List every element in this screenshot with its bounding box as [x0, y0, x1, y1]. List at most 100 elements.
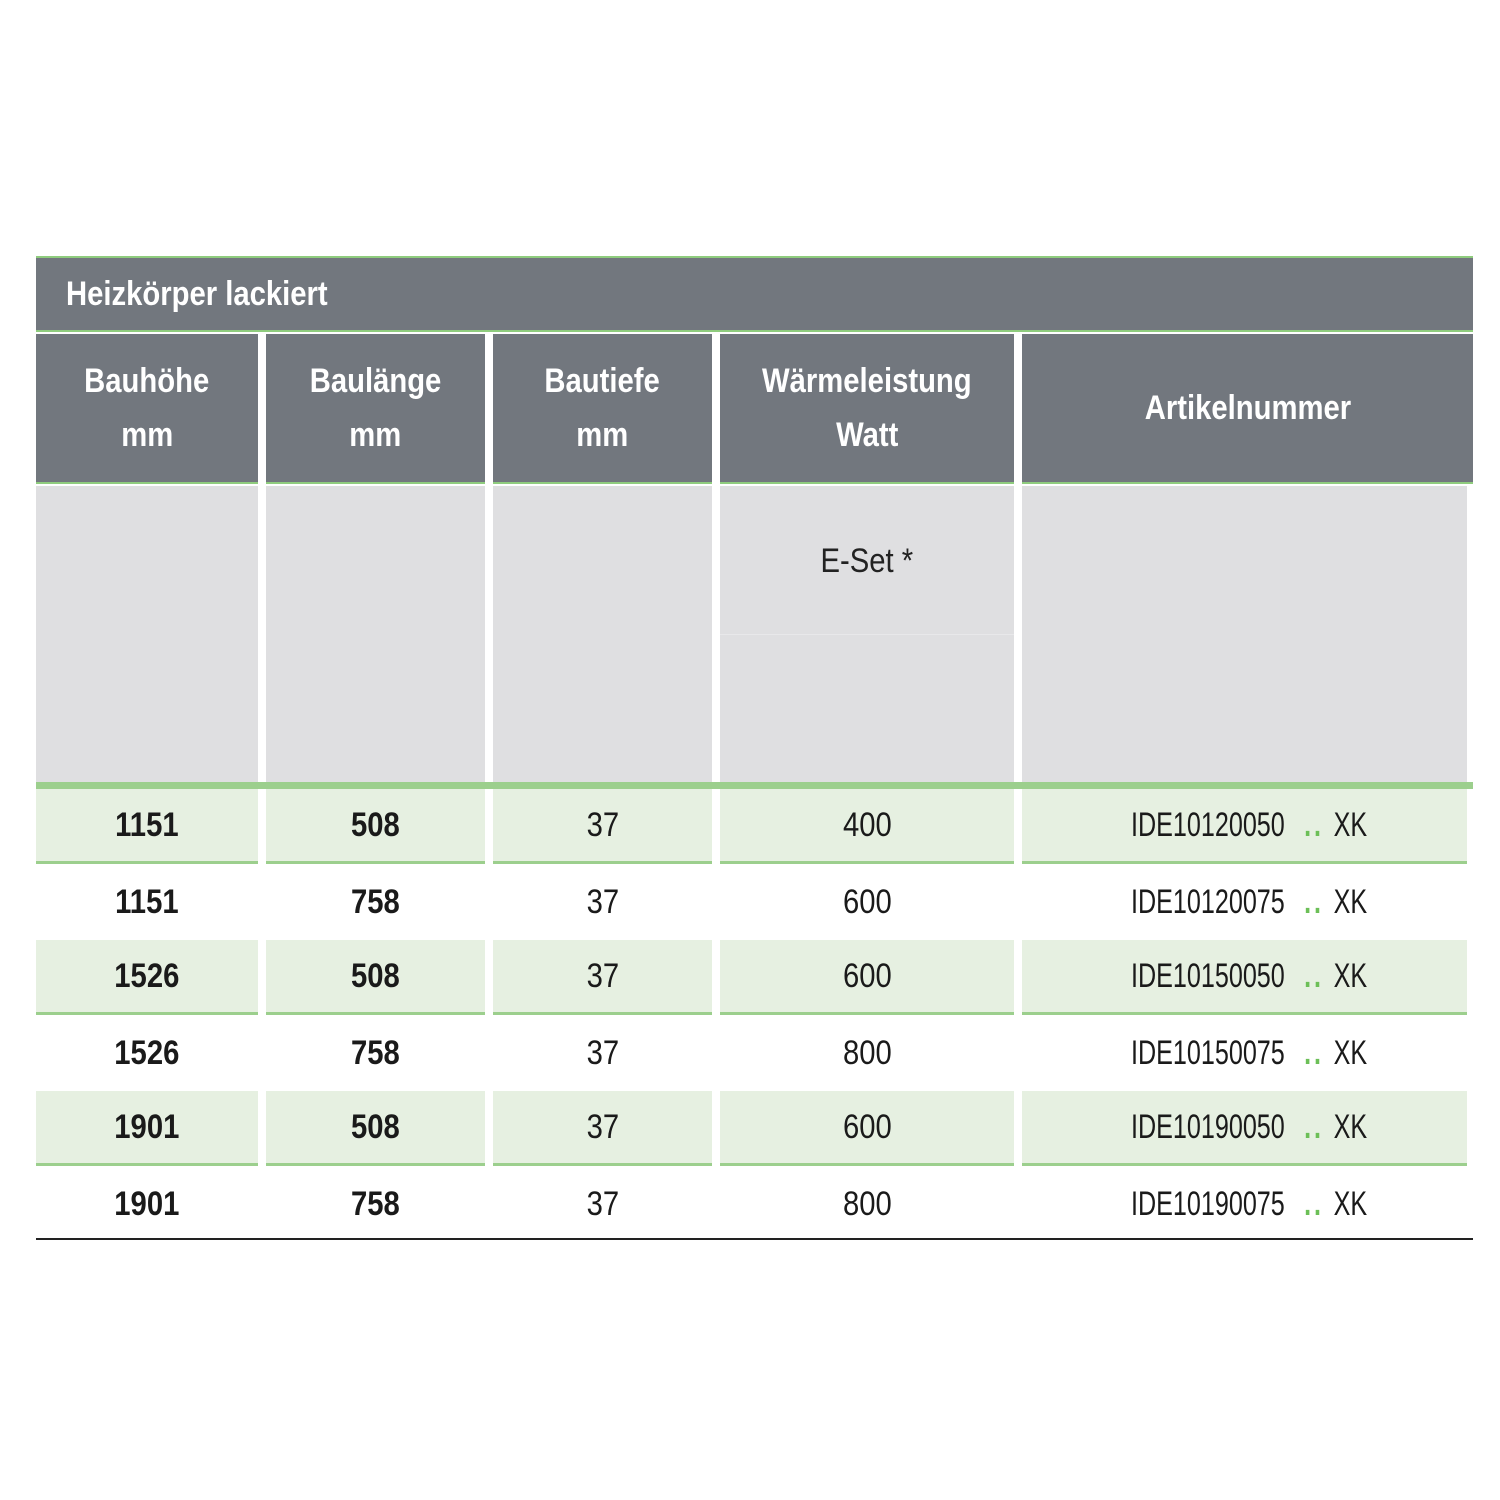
article-base: IDE10150075: [1131, 1033, 1286, 1072]
table-cell-baulaenge: 508: [266, 1091, 485, 1166]
article-base: IDE10150050: [1131, 956, 1286, 995]
table-cell-baulaenge: 508: [266, 940, 485, 1015]
subheader-cell-waermeleistung: E-Set *: [720, 486, 1014, 782]
cell-value: 37: [586, 1184, 619, 1223]
table-cell-bautiefe: 37: [493, 865, 712, 940]
cell-value: 1901: [114, 1184, 180, 1223]
cell-value: 758: [351, 882, 400, 921]
cell-value: 800: [842, 1184, 892, 1223]
cell-value: 508: [351, 956, 400, 995]
table-cell-bauhoehe: 1151: [36, 789, 258, 864]
table-cell-baulaenge: 758: [266, 1167, 485, 1242]
article-placeholder-dots: ..: [1304, 956, 1325, 995]
article-number: IDE10120075.. XK: [1119, 883, 1370, 922]
table-cell-bautiefe: 37: [493, 1167, 712, 1242]
cell-value: 37: [586, 1107, 619, 1146]
table-cell-waermeleistung: 600: [720, 1091, 1014, 1166]
table-cell-bautiefe: 37: [493, 789, 712, 864]
table-cell-waermeleistung: 600: [720, 940, 1014, 1015]
column-header-baulaenge: Baulänge mm: [266, 334, 485, 484]
column-header-bautiefe: Bautiefe mm: [493, 334, 712, 484]
article-placeholder-dots: ..: [1304, 1184, 1325, 1223]
eset-label: E-Set *: [720, 542, 1014, 581]
article-suffix: XK: [1333, 805, 1368, 844]
table-cell-artikelnummer: IDE10190075.. XK: [1022, 1167, 1467, 1242]
table-cell-artikelnummer: IDE10120075.. XK: [1022, 865, 1467, 940]
article-placeholder-dots: ..: [1304, 1107, 1325, 1146]
column-header-artikelnummer: Artikelnummer: [1022, 334, 1473, 484]
table-cell-baulaenge: 508: [266, 789, 485, 864]
column-header-unit: mm: [576, 416, 629, 454]
cell-value: 508: [351, 1107, 400, 1146]
cell-value: 1526: [114, 956, 180, 995]
column-header-label: Wärmeleistung: [762, 362, 972, 400]
table-cell-bautiefe: 37: [493, 1016, 712, 1091]
eset-text: E-Set *: [820, 542, 914, 580]
cell-value: 1151: [115, 805, 179, 844]
cell-value: 508: [351, 805, 400, 844]
table-cell-bauhoehe: 1151: [36, 865, 258, 940]
column-header-label: Bauhöhe: [84, 362, 210, 400]
cell-value: 1526: [114, 1033, 180, 1072]
cell-value: 758: [351, 1033, 400, 1072]
cell-value: 800: [842, 1033, 892, 1072]
table-cell-waermeleistung: 800: [720, 1016, 1014, 1091]
column-header-waermeleistung: Wärmeleistung Watt: [720, 334, 1014, 484]
cell-value: 37: [586, 882, 619, 921]
cell-value: 400: [842, 805, 892, 844]
subheader-divider: [720, 634, 1014, 635]
cell-value: 758: [351, 1184, 400, 1223]
table-bottom-rule: [36, 1238, 1473, 1240]
column-header-bauhoehe: Bauhöhe mm: [36, 334, 258, 484]
table-cell-artikelnummer: IDE10150075.. XK: [1022, 1016, 1467, 1091]
column-header-label: Baulänge: [309, 362, 442, 400]
table-cell-bautiefe: 37: [493, 940, 712, 1015]
article-suffix: XK: [1333, 882, 1368, 921]
cell-value: 37: [586, 1033, 619, 1072]
subheader-cell-baulaenge: [266, 486, 485, 782]
table-cell-waermeleistung: 600: [720, 865, 1014, 940]
article-placeholder-dots: ..: [1304, 1033, 1325, 1072]
cell-value: 600: [842, 956, 892, 995]
table-title-bar: Heizkörper lackiert: [36, 256, 1473, 332]
subheader-cell-artikelnummer: [1022, 486, 1467, 782]
cell-value: 600: [842, 882, 892, 921]
article-base: IDE10120075: [1131, 882, 1286, 921]
article-base: IDE10190050: [1131, 1107, 1286, 1146]
cell-value: 600: [842, 1107, 892, 1146]
article-placeholder-dots: ..: [1304, 882, 1325, 921]
cell-value: 37: [586, 956, 619, 995]
header-divider: [36, 782, 1473, 789]
column-header-label: Bautiefe: [544, 362, 661, 400]
article-number: IDE10150050.. XK: [1119, 957, 1370, 996]
article-placeholder-dots: ..: [1304, 805, 1325, 844]
table-cell-bauhoehe: 1901: [36, 1167, 258, 1242]
table-cell-bauhoehe: 1526: [36, 1016, 258, 1091]
article-number: IDE10190075.. XK: [1119, 1185, 1370, 1224]
table-cell-bauhoehe: 1901: [36, 1091, 258, 1166]
table-cell-waermeleistung: 400: [720, 789, 1014, 864]
table-cell-baulaenge: 758: [266, 865, 485, 940]
article-base: IDE10190075: [1131, 1184, 1286, 1223]
column-header-label: Artikelnummer: [1144, 389, 1351, 427]
subheader-cell-bautiefe: [493, 486, 712, 782]
table-cell-artikelnummer: IDE10120050.. XK: [1022, 789, 1467, 864]
article-suffix: XK: [1333, 1107, 1368, 1146]
cell-value: 37: [586, 805, 619, 844]
article-suffix: XK: [1333, 1033, 1368, 1072]
article-base: IDE10120050: [1131, 805, 1286, 844]
cell-value: 1151: [115, 882, 179, 921]
article-suffix: XK: [1333, 1184, 1368, 1223]
column-header-unit: mm: [349, 416, 402, 454]
article-number: IDE10120050.. XK: [1119, 806, 1370, 845]
article-number: IDE10190050.. XK: [1119, 1108, 1370, 1147]
table-title: Heizkörper lackiert: [66, 275, 328, 313]
article-suffix: XK: [1333, 956, 1368, 995]
table-cell-artikelnummer: IDE10190050.. XK: [1022, 1091, 1467, 1166]
table-cell-baulaenge: 758: [266, 1016, 485, 1091]
subheader-cell-bauhoehe: [36, 486, 258, 782]
table-cell-artikelnummer: IDE10150050.. XK: [1022, 940, 1467, 1015]
cell-value: 1901: [114, 1107, 180, 1146]
column-header-unit: Watt: [835, 416, 899, 454]
table-cell-bautiefe: 37: [493, 1091, 712, 1166]
